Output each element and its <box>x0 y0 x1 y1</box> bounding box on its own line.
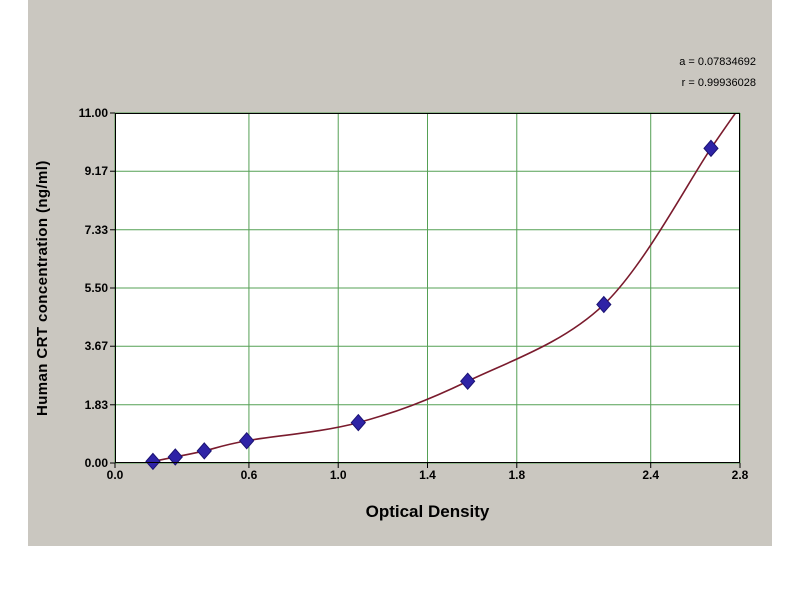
x-tick-label: 2.4 <box>642 468 660 482</box>
x-tick-label: 1.8 <box>508 468 526 482</box>
x-tick-label: 0.0 <box>106 468 124 482</box>
plot-area <box>110 112 741 471</box>
x-tick-label: 0.6 <box>240 468 258 482</box>
fit-curve-line <box>152 113 737 463</box>
y-tick-label: 11.00 <box>78 106 108 120</box>
x-tick-label: 1.4 <box>419 468 436 482</box>
x-tick-label: 1.0 <box>329 468 347 482</box>
x-tick-label: 2.8 <box>731 468 749 482</box>
plot-border <box>115 113 740 463</box>
fit-statistics: a = 0.07834692 r = 0.99936028 <box>679 52 756 94</box>
axis-tick-marks <box>110 112 741 468</box>
y-tick-label: 3.67 <box>84 339 108 354</box>
data-point-markers <box>145 139 719 471</box>
y-tick-label: 9.17 <box>84 164 108 179</box>
y-tick-label: 5.50 <box>84 281 108 295</box>
y-tick-label: 1.83 <box>84 397 108 412</box>
y-tick-label: 7.33 <box>84 222 108 237</box>
gridlines <box>114 112 741 464</box>
y-axis-label: Human CRT concentration (ng/ml) <box>34 160 51 416</box>
stat-a-value: a = 0.07834692 <box>679 56 756 68</box>
stat-r-value: r = 0.99936028 <box>681 77 756 89</box>
x-axis-label: Optical Density <box>365 502 490 521</box>
y-tick-label: 0.00 <box>84 456 108 470</box>
plot-svg <box>110 112 741 471</box>
